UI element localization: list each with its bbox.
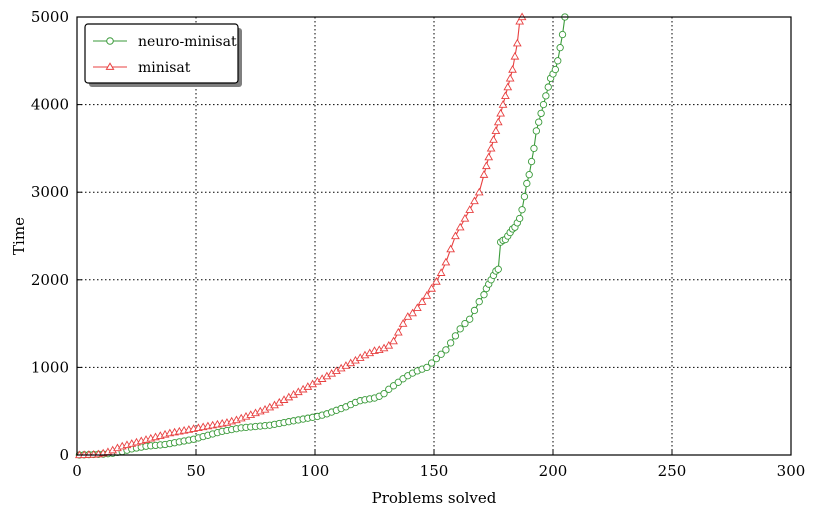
legend-box: [84, 23, 239, 84]
data-point: [461, 319, 469, 328]
data-point: [432, 354, 441, 363]
data-point: [503, 82, 513, 91]
data-point: [518, 206, 526, 214]
data-point: [408, 308, 417, 317]
x-tick-label: 100: [301, 462, 330, 480]
data-point: [508, 65, 517, 73]
data-point: [470, 306, 479, 315]
y-tick-label: 4000: [31, 96, 69, 114]
legend-entry-neuro-minisat: neuro-minisat: [93, 34, 237, 50]
legend: neuro-minisat minisat: [84, 23, 242, 87]
legend-triangle-marker-icon: [105, 62, 115, 70]
data-point: [491, 126, 501, 135]
legend-circle-marker-icon: [106, 37, 114, 45]
legend-entry-minisat: minisat: [93, 60, 191, 76]
data-point: [539, 100, 548, 109]
series-layer: [75, 12, 569, 459]
data-point: [466, 315, 474, 323]
data-point: [412, 303, 422, 311]
data-point: [417, 297, 427, 305]
data-point: [437, 350, 445, 358]
data-point: [475, 298, 483, 306]
data-point: [510, 51, 520, 60]
data-point: [380, 390, 388, 398]
data-point: [520, 192, 529, 201]
data-point: [394, 378, 402, 386]
data-point: [523, 179, 531, 188]
x-axis-label: Problems solved: [372, 489, 497, 507]
data-point: [384, 340, 394, 349]
data-point: [446, 244, 456, 253]
data-point: [537, 109, 545, 118]
legend-label-minisat: minisat: [138, 60, 191, 76]
data-point: [558, 30, 567, 39]
legend-label-neuro-minisat: neuro-minisat: [138, 34, 237, 50]
data-point: [474, 187, 484, 196]
data-point: [389, 382, 398, 390]
series-minisat: [75, 12, 527, 459]
data-point: [556, 44, 564, 52]
x-tick-label: 300: [777, 462, 806, 480]
y-tick-label: 5000: [31, 8, 69, 26]
data-point: [496, 108, 506, 117]
data-point: [427, 284, 436, 292]
data-point: [465, 205, 475, 213]
y-tick-label: 1000: [31, 358, 69, 376]
data-point: [532, 127, 540, 135]
y-tick-label: 2000: [31, 271, 69, 289]
data-point: [480, 291, 488, 299]
y-tick-label: 3000: [31, 183, 69, 201]
data-point: [451, 332, 460, 340]
data-point: [455, 222, 465, 231]
data-point: [544, 83, 552, 91]
data-point: [423, 363, 431, 372]
data-point: [554, 57, 562, 65]
data-point: [393, 327, 403, 336]
data-point: [389, 336, 398, 345]
data-point: [460, 213, 470, 222]
data-point: [501, 91, 510, 99]
data-point: [484, 152, 494, 161]
y-axis-label: Time: [10, 217, 28, 255]
data-point: [451, 231, 460, 240]
x-tick-label: 50: [186, 462, 205, 480]
data-point: [535, 118, 543, 126]
x-tick-label: 200: [539, 462, 568, 480]
data-point: [432, 277, 441, 285]
data-point: [436, 268, 446, 276]
data-point: [525, 171, 533, 179]
x-axis-ticks: 0 50 100 150 200 250 300: [72, 450, 805, 480]
data-point: [527, 157, 536, 166]
data-point: [498, 100, 508, 108]
y-axis-ticks: 0 1000 2000 3000 4000 5000: [31, 8, 82, 464]
data-point: [551, 65, 560, 74]
x-tick-label: 150: [420, 462, 449, 480]
data-point: [456, 325, 464, 333]
data-point: [542, 92, 550, 100]
data-point: [470, 196, 479, 205]
data-point: [489, 135, 498, 143]
data-point: [486, 143, 496, 152]
data-point: [515, 16, 525, 25]
data-point: [422, 291, 432, 299]
data-point: [442, 346, 450, 354]
data-point: [427, 359, 436, 367]
data-point: [479, 170, 489, 178]
data-point: [398, 319, 408, 327]
data-point: [493, 117, 503, 126]
data-point: [516, 214, 524, 223]
y-tick-label: 0: [59, 446, 69, 464]
data-point: [385, 385, 393, 393]
x-tick-label: 0: [72, 462, 82, 480]
data-point: [512, 38, 522, 47]
data-point: [530, 144, 538, 153]
data-point: [481, 161, 491, 170]
data-point: [505, 73, 515, 82]
data-point: [494, 265, 502, 273]
x-tick-label: 250: [658, 462, 687, 480]
data-point: [441, 257, 451, 266]
data-point: [447, 339, 455, 347]
